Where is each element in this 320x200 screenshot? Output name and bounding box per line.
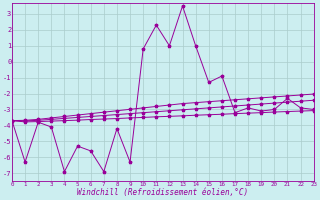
X-axis label: Windchill (Refroidissement éolien,°C): Windchill (Refroidissement éolien,°C) — [77, 188, 248, 197]
